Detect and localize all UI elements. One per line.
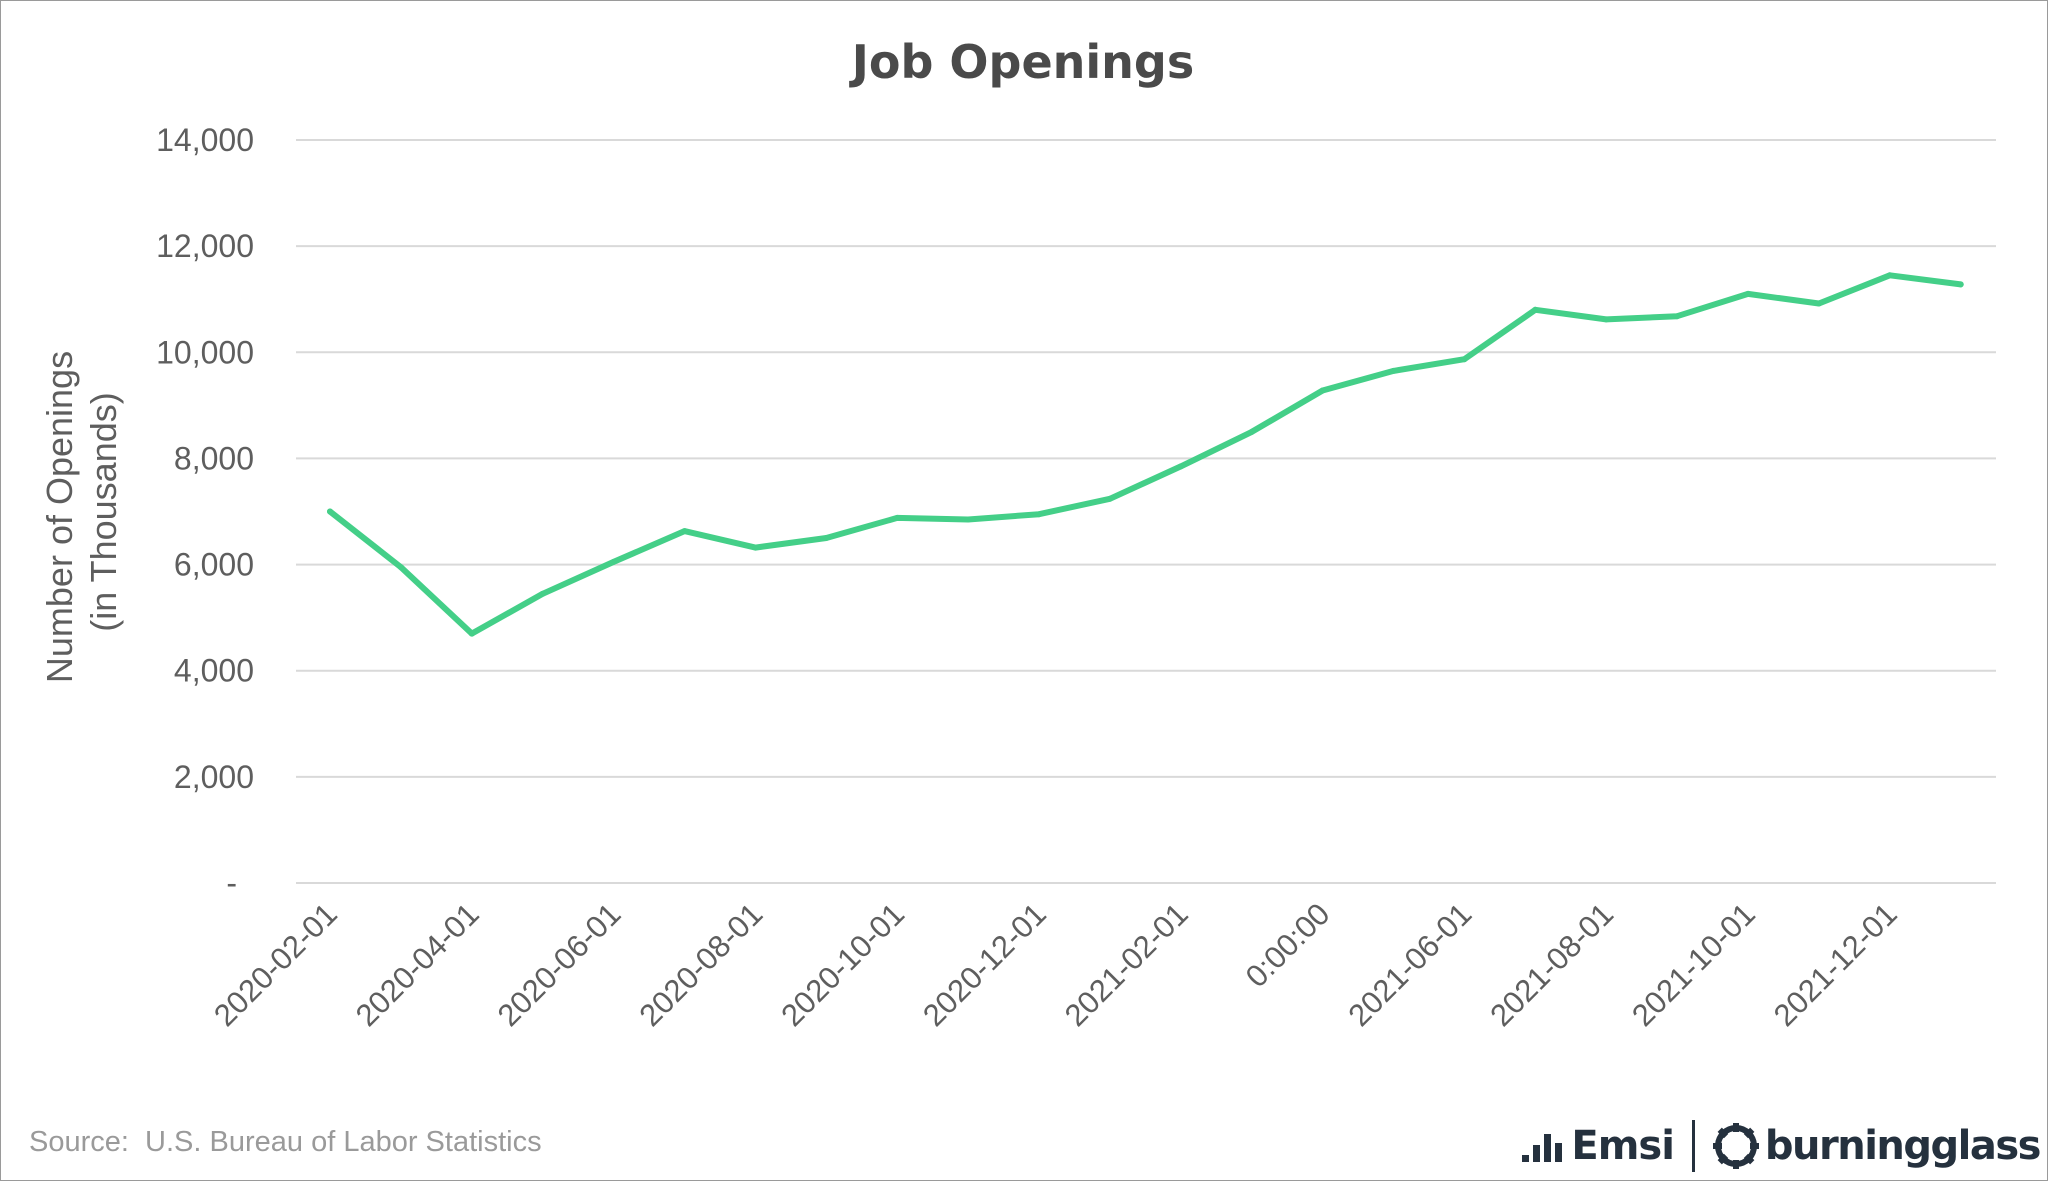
x-tick-label: 2020-08-01 xyxy=(632,896,769,1033)
data-point xyxy=(1886,272,1893,279)
emsi-logo-text: Emsi xyxy=(1571,1123,1675,1169)
data-point xyxy=(1319,387,1326,394)
y-tick-label: - xyxy=(226,865,237,901)
x-tick-label: 2020-02-01 xyxy=(207,896,344,1033)
data-point xyxy=(1461,356,1468,363)
footer-logos: Emsi burningglass xyxy=(1521,1118,2042,1174)
x-tick-label: 2021-02-01 xyxy=(1058,896,1195,1033)
x-tick-label: 0:00:00 xyxy=(1239,896,1337,994)
emsi-logo: Emsi xyxy=(1521,1123,1675,1169)
x-tick-label: 2021-06-01 xyxy=(1341,896,1478,1033)
x-tick-label: 2021-10-01 xyxy=(1625,896,1762,1033)
data-point xyxy=(327,508,333,515)
data-point xyxy=(1957,281,1964,288)
x-axis-ticks: 2020-02-01 2020-04-01 2020-06-01 2020-08-01… xyxy=(207,896,1904,1033)
data-point xyxy=(1603,316,1610,323)
data-point xyxy=(1248,428,1255,435)
y-tick-label: 6,000 xyxy=(174,547,254,583)
burningglass-logo-text: burningglass xyxy=(1764,1123,2042,1169)
grid xyxy=(296,139,1996,884)
emsi-bars-icon xyxy=(1522,1134,1563,1162)
data-point xyxy=(752,544,759,551)
data-point xyxy=(1390,367,1397,374)
data-point xyxy=(681,528,688,535)
data-point xyxy=(1177,463,1184,470)
source-note: Source: U.S. Bureau of Labor Statistics xyxy=(29,1126,542,1158)
y-axis-label-line-1: Number of Openings xyxy=(39,351,80,683)
data-point xyxy=(1532,306,1539,313)
data-point xyxy=(1745,290,1751,297)
y-tick-label: 14,000 xyxy=(156,122,254,158)
burningglass-logo: burningglass xyxy=(1712,1123,2042,1169)
x-tick-label: 2021-08-01 xyxy=(1483,896,1620,1033)
data-point xyxy=(468,630,475,637)
data-point xyxy=(1106,495,1113,502)
data-point xyxy=(823,535,830,541)
y-axis-ticks: - 2,000 4,000 6,000 8,000 10,000 12,000 14,000 xyxy=(156,122,254,901)
y-axis-label: Number of Openings (in Thousands) xyxy=(39,341,124,683)
x-tick-label: 2020-12-01 xyxy=(916,896,1053,1033)
y-tick-label: 8,000 xyxy=(174,440,254,476)
y-axis-label-line-2: (in Thousands) xyxy=(83,392,124,631)
burningglass-mark-icon xyxy=(1712,1123,1759,1169)
data-point xyxy=(894,514,901,521)
series-line xyxy=(327,272,1964,637)
series-layer xyxy=(327,272,1964,637)
data-point xyxy=(1674,313,1681,320)
logo-divider xyxy=(1691,1120,1695,1172)
data-point xyxy=(539,590,546,597)
x-tick-label: 2020-06-01 xyxy=(491,896,628,1033)
data-point xyxy=(1036,511,1042,518)
y-tick-label: 2,000 xyxy=(174,759,254,795)
data-point xyxy=(965,516,972,523)
y-tick-label: 12,000 xyxy=(156,228,254,264)
data-point xyxy=(397,564,404,571)
x-tick-label: 2020-10-01 xyxy=(774,896,911,1033)
data-point xyxy=(1815,300,1822,307)
y-tick-label: 10,000 xyxy=(156,334,254,370)
data-point xyxy=(610,558,617,565)
x-tick-label: 2020-04-01 xyxy=(349,896,486,1033)
chart-title: Job Openings xyxy=(849,35,1194,89)
x-tick-label: 2021-12-01 xyxy=(1767,896,1904,1033)
y-tick-label: 4,000 xyxy=(174,653,254,689)
